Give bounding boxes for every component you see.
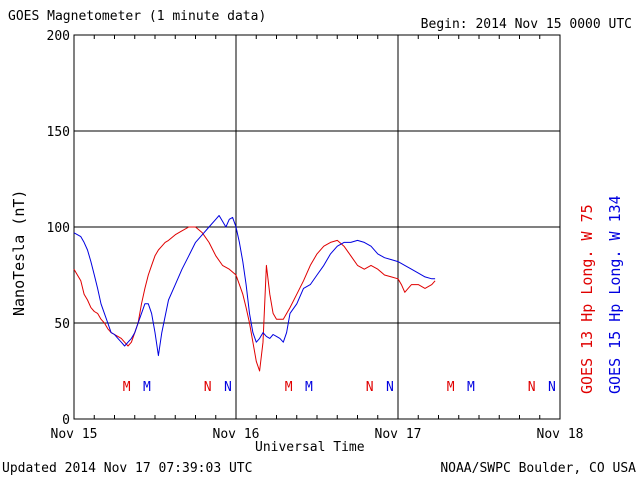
y-tick-label-100: 100 (47, 221, 70, 236)
marker-N-3: N (224, 380, 232, 395)
series-line-goes13 (73, 226, 436, 372)
updated-timestamp: Updated 2014 Nov 17 07:39:03 UTC (2, 461, 253, 476)
marker-N-10: N (528, 380, 536, 395)
marker-N-2: N (204, 380, 212, 395)
x-tick-label-1: Nov 16 (213, 427, 260, 442)
marker-M-5: M (305, 380, 313, 395)
chart-title: GOES Magnetometer (1 minute data) (8, 9, 267, 24)
credit-label: NOAA/SWPC Boulder, CO USA (440, 461, 636, 476)
marker-M-1: M (143, 380, 151, 395)
y-tick-label-200: 200 (47, 29, 70, 44)
y-axis-label: NanoTesla (nT) (10, 189, 28, 316)
y-tick-label-0: 0 (62, 413, 70, 428)
legend-goes15: GOES 15 Hp Long. W 134 (606, 195, 624, 394)
series-line-goes15 (73, 215, 436, 357)
marker-M-9: M (467, 380, 475, 395)
y-tick-label-50: 50 (54, 317, 70, 332)
begin-time-label: Begin: 2014 Nov 15 0000 UTC (420, 17, 632, 32)
x-tick-label-3: Nov 18 (537, 427, 584, 442)
x-axis-label: Universal Time (255, 440, 365, 455)
legend-goes13: GOES 13 Hp Long. W 75 (578, 204, 596, 394)
marker-N-11: N (548, 380, 556, 395)
marker-M-4: M (285, 380, 293, 395)
x-tick-label-2: Nov 17 (375, 427, 422, 442)
marker-N-7: N (386, 380, 394, 395)
marker-N-6: N (366, 380, 374, 395)
marker-M-0: M (123, 380, 131, 395)
y-tick-label-150: 150 (47, 125, 70, 140)
x-tick-label-0: Nov 15 (51, 427, 98, 442)
marker-M-8: M (447, 380, 455, 395)
